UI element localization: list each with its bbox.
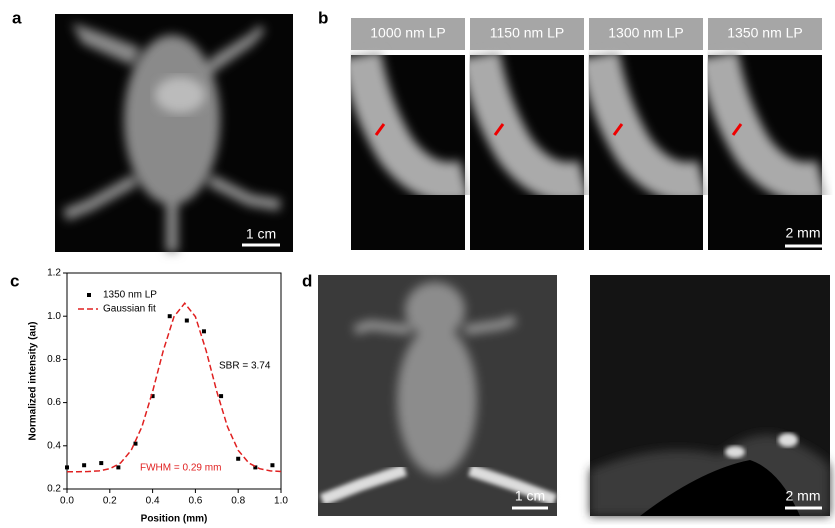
scale-bar-label: 2 mm <box>786 488 821 504</box>
vessel <box>460 51 589 202</box>
image-a: 1 cm <box>55 14 293 252</box>
marker <box>493 123 505 136</box>
y-tick-label: 1.2 <box>47 268 61 279</box>
y-tick-label: 0.2 <box>47 484 61 495</box>
data-point <box>219 394 224 399</box>
x-tick-label: 0.8 <box>231 496 245 507</box>
data-point <box>133 441 138 446</box>
vessel <box>341 51 470 202</box>
data-point <box>82 463 87 468</box>
data-point <box>184 318 189 323</box>
x-tick-label: 0.6 <box>188 496 202 507</box>
data-point <box>99 461 104 466</box>
x-axis-label: Position (mm) <box>141 514 208 525</box>
data-point <box>167 314 172 319</box>
data-point <box>253 465 258 470</box>
panel-label: b <box>318 8 328 27</box>
data-point <box>65 465 69 470</box>
y-tick-label: 0.6 <box>47 397 61 408</box>
y-tick-label: 0.4 <box>47 440 61 451</box>
data-point <box>116 465 121 470</box>
vessel <box>698 51 827 202</box>
filter-box <box>351 18 465 50</box>
panel-label: d <box>302 271 312 290</box>
annotation: SBR = 3.74 <box>219 361 271 372</box>
filter-box <box>589 18 703 50</box>
x-tick-label: 0.4 <box>146 496 160 507</box>
data-point <box>270 463 275 468</box>
x-tick-label: 0.0 <box>60 496 74 507</box>
filter-label: 1350 nm LP <box>727 25 803 41</box>
marker <box>612 123 624 136</box>
data-point <box>150 394 155 399</box>
marker <box>374 123 386 136</box>
x-tick-label: 0.2 <box>103 496 117 507</box>
legend-label: 1350 nm LP <box>103 290 157 301</box>
image-b: 1000 nm LP 1150 nm LP 1300 nm LP 1350 nm LP <box>341 18 827 250</box>
panel-label: c <box>10 271 19 290</box>
panel-label: a <box>12 8 22 27</box>
filter-label: 1300 nm LP <box>608 25 684 41</box>
legend-marker <box>87 293 91 297</box>
image-d: 1 cm <box>318 275 558 516</box>
scale-bar-label: 1 cm <box>515 488 545 504</box>
filter-label: 1150 nm LP <box>490 25 564 41</box>
legend-label: Gaussian fit <box>103 304 156 315</box>
filter-label: 1000 nm LP <box>370 25 446 41</box>
scale-bar-label: 2 mm <box>786 225 821 241</box>
fit-line <box>67 302 282 473</box>
annotation: FWHM = 0.29 mm <box>140 463 221 474</box>
plot-frame <box>66 272 282 490</box>
vessel <box>579 51 708 202</box>
image-e: 2 mm <box>590 275 830 516</box>
data-point <box>201 329 206 334</box>
filter-box <box>470 18 584 50</box>
y-tick-label: 0.8 <box>47 354 61 365</box>
x-tick-label: 1.0 <box>274 496 288 507</box>
y-axis-label: Normalized intensity (au) <box>28 322 39 441</box>
scale-bar-label: 1 cm <box>246 226 276 242</box>
data-point <box>236 456 241 461</box>
filter-box <box>708 18 822 50</box>
marker <box>731 123 743 136</box>
y-tick-label: 1.0 <box>47 311 61 322</box>
chart: 0.0 0.2 0.4 0.6 0.8 1.00.20.40.60.81.01.2Posi… <box>28 268 289 525</box>
